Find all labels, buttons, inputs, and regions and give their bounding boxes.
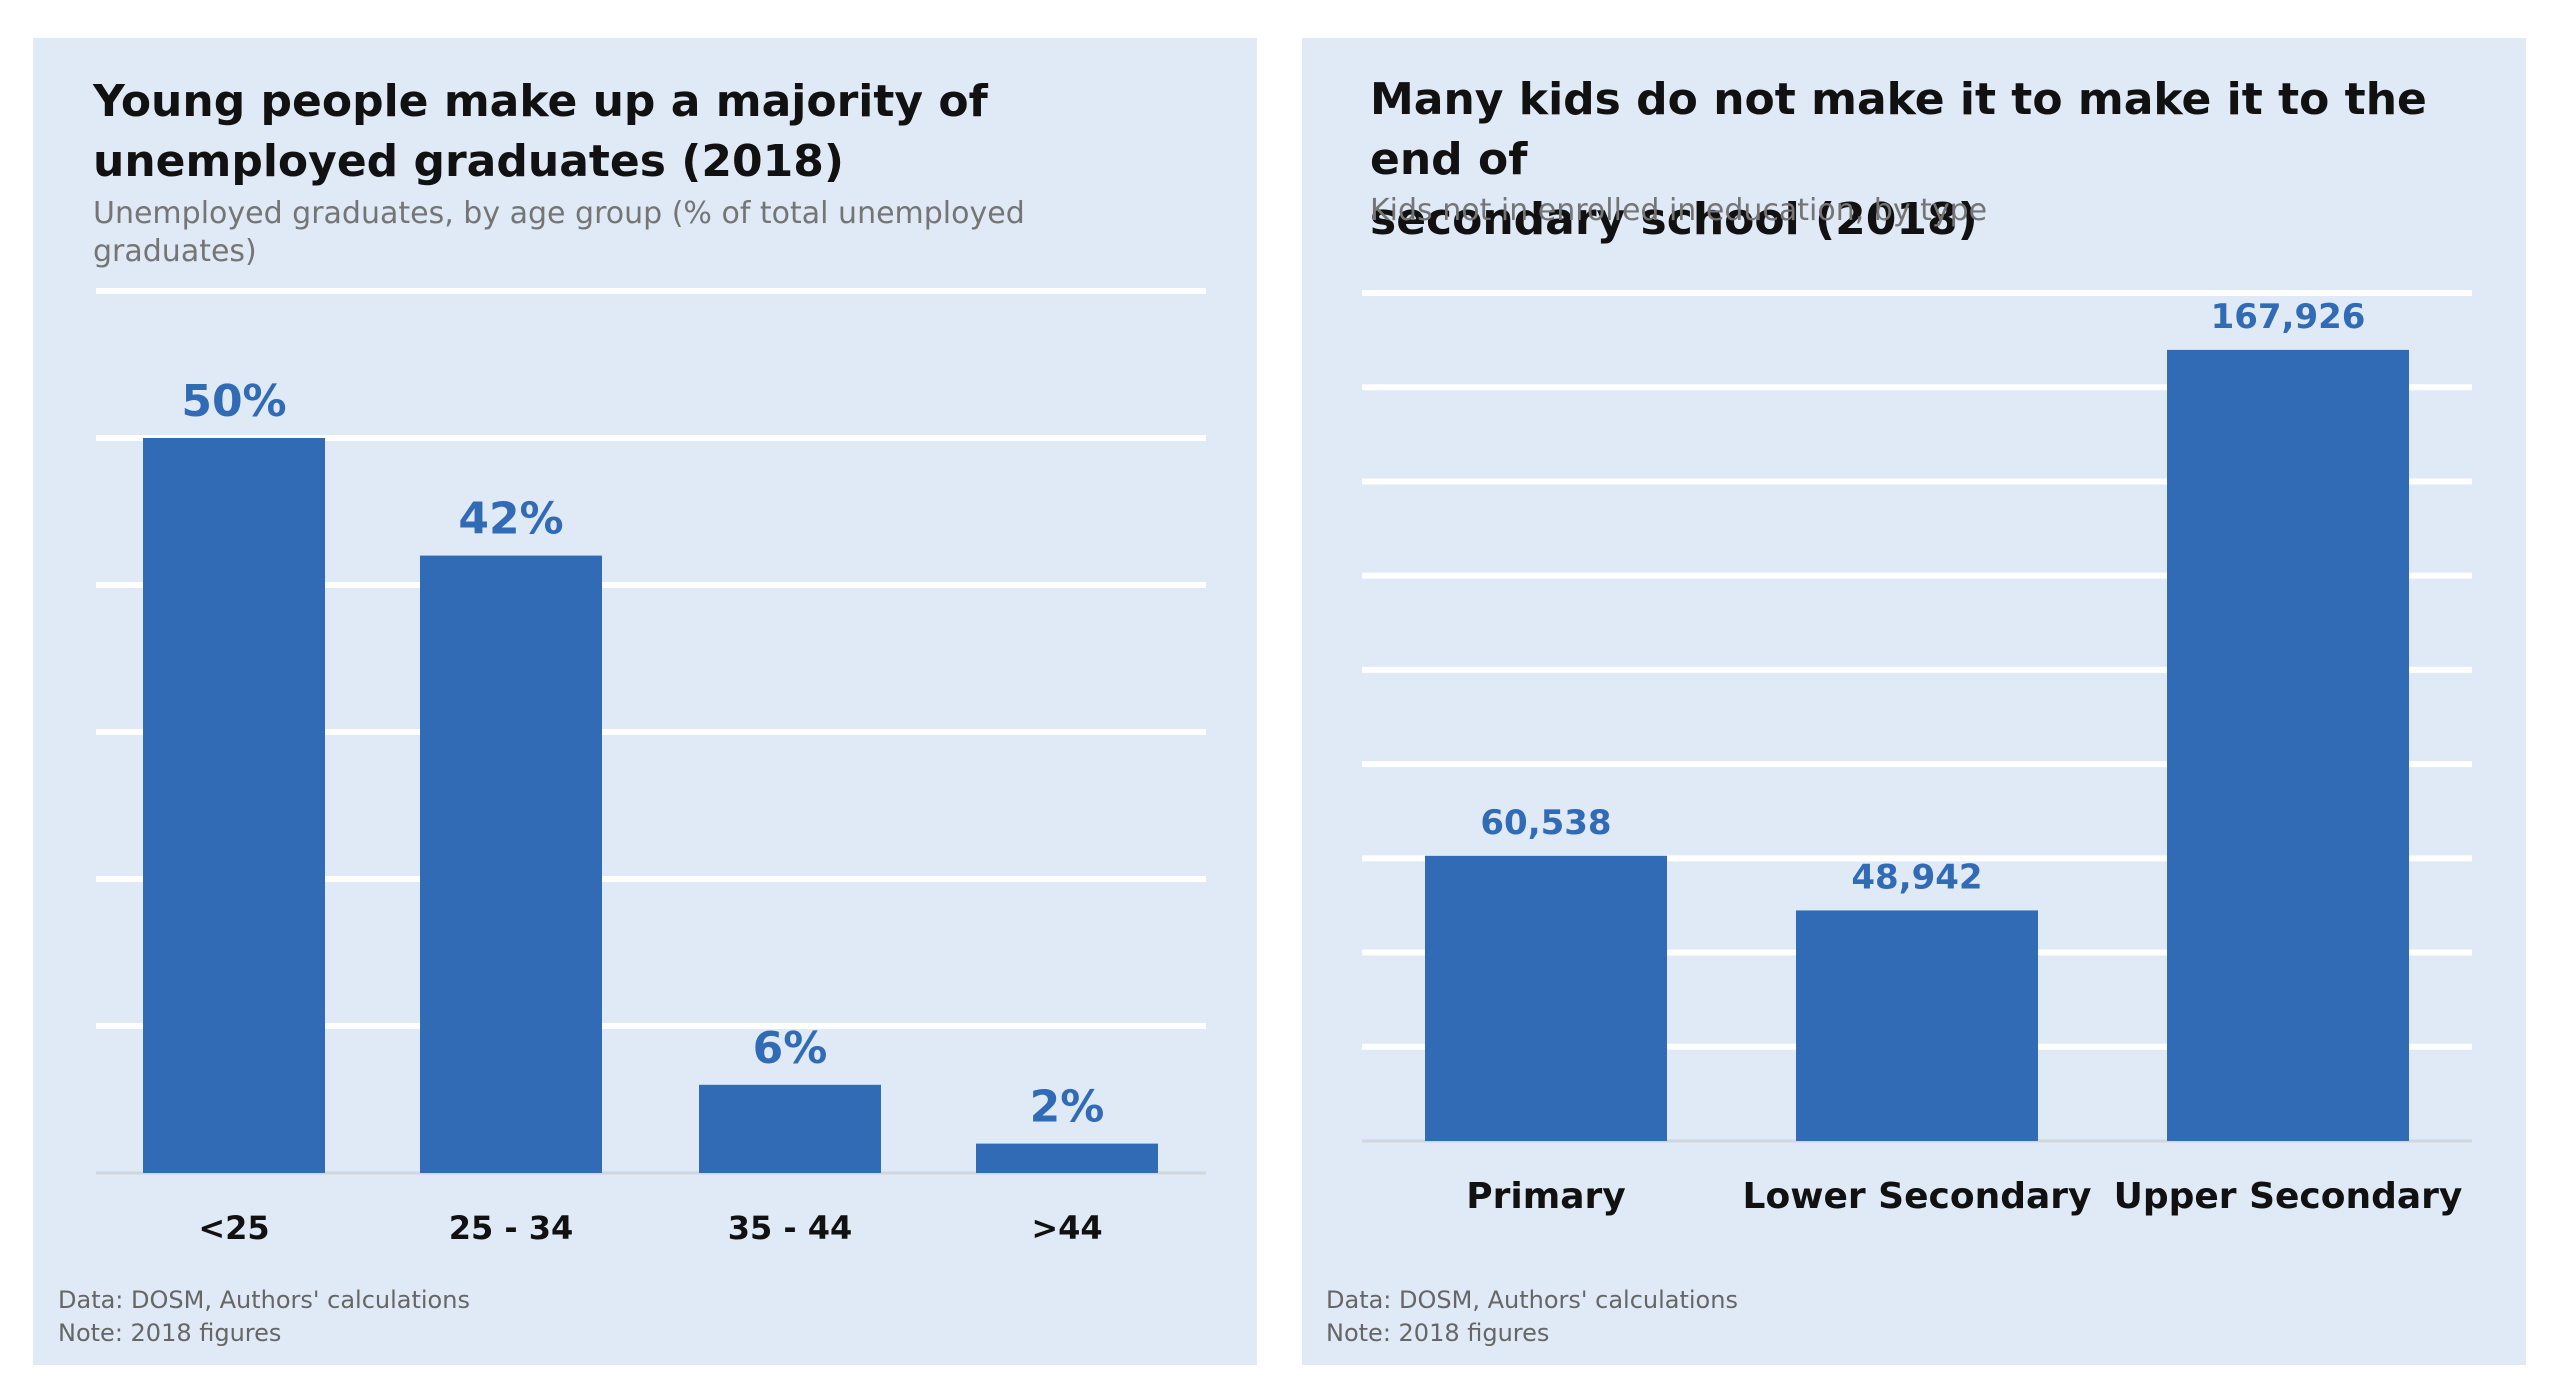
data-label: 6%	[753, 1023, 828, 1074]
category-label: Upper Secondary	[2114, 1176, 2463, 1217]
data-label: 50%	[181, 376, 286, 427]
figures-note: Note: 2018 figures	[58, 1319, 282, 1347]
bar	[143, 438, 325, 1173]
chart-panel-kids-not-enrolled: Many kids do not make it to make it to t…	[1302, 38, 2526, 1365]
data-label: 2%	[1030, 1082, 1105, 1133]
bar	[2167, 349, 2409, 1141]
bar	[699, 1084, 881, 1173]
category-label: Lower Secondary	[1743, 1176, 2092, 1217]
chart-subtitle: Kids not in enrolled in education, by ty…	[1370, 193, 1988, 228]
data-label: 48,942	[1851, 857, 1982, 897]
data-label: 167,926	[2211, 297, 2366, 337]
chart-subtitle: Unemployed graduates, by age group (% of…	[93, 196, 1025, 269]
source-note: Data: DOSM, Authors' calculations	[58, 1286, 470, 1314]
bar	[976, 1143, 1158, 1173]
bar-chart-age-groups: 50% <25 42% 25 - 34 6% 35 - 44 2% >44	[96, 288, 1206, 1247]
chart-title: Many kids do not make it to make it to t…	[1370, 74, 2427, 245]
data-label: 42%	[458, 494, 563, 545]
category-label: 35 - 44	[728, 1209, 853, 1247]
bar-chart-education-type: 60,538 Primary 48,942 Lower Secondary 167,92…	[1362, 290, 2472, 1217]
figures-note: Note: 2018 figures	[1326, 1319, 1550, 1347]
chart-panel-unemployed-graduates: Young people make up a majority of unemp…	[33, 38, 1257, 1365]
category-label: Primary	[1466, 1176, 1626, 1217]
source-note: Data: DOSM, Authors' calculations	[1326, 1286, 1738, 1314]
category-label: <25	[198, 1209, 269, 1247]
bar	[1796, 910, 2038, 1141]
category-label: 25 - 34	[449, 1209, 574, 1247]
bar	[420, 555, 602, 1173]
chart-title: Young people make up a majority of unemp…	[93, 76, 988, 187]
data-label: 60,538	[1480, 803, 1611, 843]
category-label: >44	[1031, 1209, 1102, 1247]
bar	[1425, 855, 1667, 1141]
